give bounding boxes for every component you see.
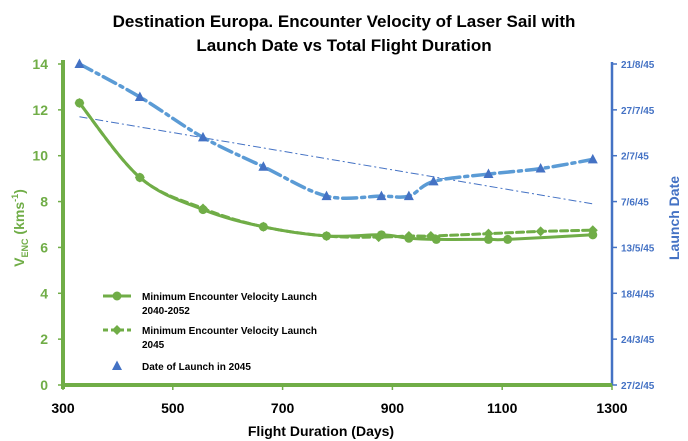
series-2-point (74, 97, 85, 108)
legend-item-2: Minimum Encounter Velocity Launch 2045 (103, 325, 317, 351)
series-2 (74, 97, 598, 243)
right-y-axis-label: Launch Date (666, 176, 682, 260)
x-tick-label: 1300 (596, 400, 627, 416)
left-tick-label: 2 (40, 331, 48, 347)
legend: Minimum Encounter Velocity Launch 2040-20… (103, 291, 317, 373)
series-2-point (321, 230, 332, 241)
x-tick-label: 900 (381, 400, 405, 416)
series-3-point (376, 190, 387, 201)
left-y-axis-label-unit-open: (kms (11, 202, 27, 239)
legend-label-line2: 2040-2052 (142, 306, 190, 317)
legend-item-3: Date of Launch in 2045 (112, 360, 251, 373)
series-1-point (483, 234, 493, 244)
legend-swatch-marker (112, 360, 122, 370)
series-3-point (428, 175, 439, 186)
left-tick-label: 4 (40, 285, 48, 301)
series-2-point (134, 172, 145, 183)
right-tick-label: 18/4/45 (621, 289, 655, 300)
x-tick-label: 500 (161, 400, 185, 416)
right-tick-label: 24/3/45 (621, 335, 655, 346)
left-tick-label: 0 (40, 377, 48, 393)
series-2-point (425, 230, 436, 241)
left-tick-label: 14 (32, 56, 48, 72)
series-2-point (403, 230, 414, 241)
legend-item-1: Minimum Encounter Velocity Launch 2040-20… (103, 291, 317, 317)
series-3-point (535, 163, 546, 173)
left-y-axis-label-main: V (11, 257, 27, 267)
legend-swatch-marker (112, 291, 122, 301)
series-2-point (258, 221, 269, 232)
left-y-axis-label: VENC (kms-1) (10, 189, 30, 267)
left-y-axis-label-unit-close: ) (11, 189, 27, 194)
left-tick-label: 10 (32, 148, 48, 164)
chart-title-line2: Launch Date vs Total Flight Duration (196, 36, 491, 55)
right-tick-label: 21/8/45 (621, 60, 655, 71)
legend-label-line2: 2045 (142, 340, 165, 351)
right-tick-label: 27/2/45 (621, 381, 655, 392)
x-tick-label: 300 (51, 400, 75, 416)
right-y-axis: 27/2/45 24/3/45 18/4/45 13/5/45 7/6/45 2/7/45… (610, 60, 655, 392)
series-3-point (483, 168, 494, 179)
left-y-axis: 0 2 4 6 8 10 12 14 (32, 56, 65, 393)
chart-title-line1: Destination Europa. Encounter Velocity o… (113, 12, 576, 31)
series-2-point (483, 228, 494, 239)
series-3 (74, 58, 598, 201)
series-1-line (78, 101, 595, 242)
plot-area (74, 58, 598, 244)
x-axis: 300 500 700 900 1100 1300 (51, 383, 628, 416)
series-3-point (134, 91, 145, 102)
series-3-point (197, 131, 208, 142)
left-tick-label: 12 (32, 102, 48, 118)
series-3-point (258, 161, 269, 171)
x-tick-label: 1100 (487, 400, 518, 416)
series-3-line (77, 62, 595, 201)
left-y-axis-label-sub: ENC (20, 238, 30, 258)
series-2-point (587, 225, 598, 236)
series-1-point (503, 234, 513, 244)
trendline (79, 116, 593, 205)
series-3-point (321, 190, 332, 201)
series-3-point (403, 190, 414, 201)
right-tick-label: 2/7/45 (621, 152, 649, 163)
x-tick-label: 700 (271, 400, 295, 416)
right-tick-label: 7/6/45 (621, 198, 649, 209)
legend-label-line1: Date of Launch in 2045 (142, 362, 251, 373)
left-y-axis-label-sup: -1 (10, 194, 20, 202)
x-axis-label: Flight Duration (Days) (248, 423, 394, 439)
series-2-point (197, 203, 208, 214)
series-2-point (535, 226, 546, 237)
right-tick-label: 27/7/45 (621, 106, 655, 117)
legend-swatch-marker (112, 325, 122, 335)
series-3-point (587, 153, 598, 164)
legend-label-line1: Minimum Encounter Velocity Launch (142, 292, 317, 303)
right-tick-label: 13/5/45 (621, 243, 655, 254)
series-3-point (74, 58, 85, 68)
legend-label-line1: Minimum Encounter Velocity Launch (142, 326, 317, 337)
left-tick-label: 8 (40, 194, 48, 210)
left-tick-label: 6 (40, 239, 48, 255)
series-2-point (373, 232, 384, 243)
series-2-line (78, 101, 595, 239)
